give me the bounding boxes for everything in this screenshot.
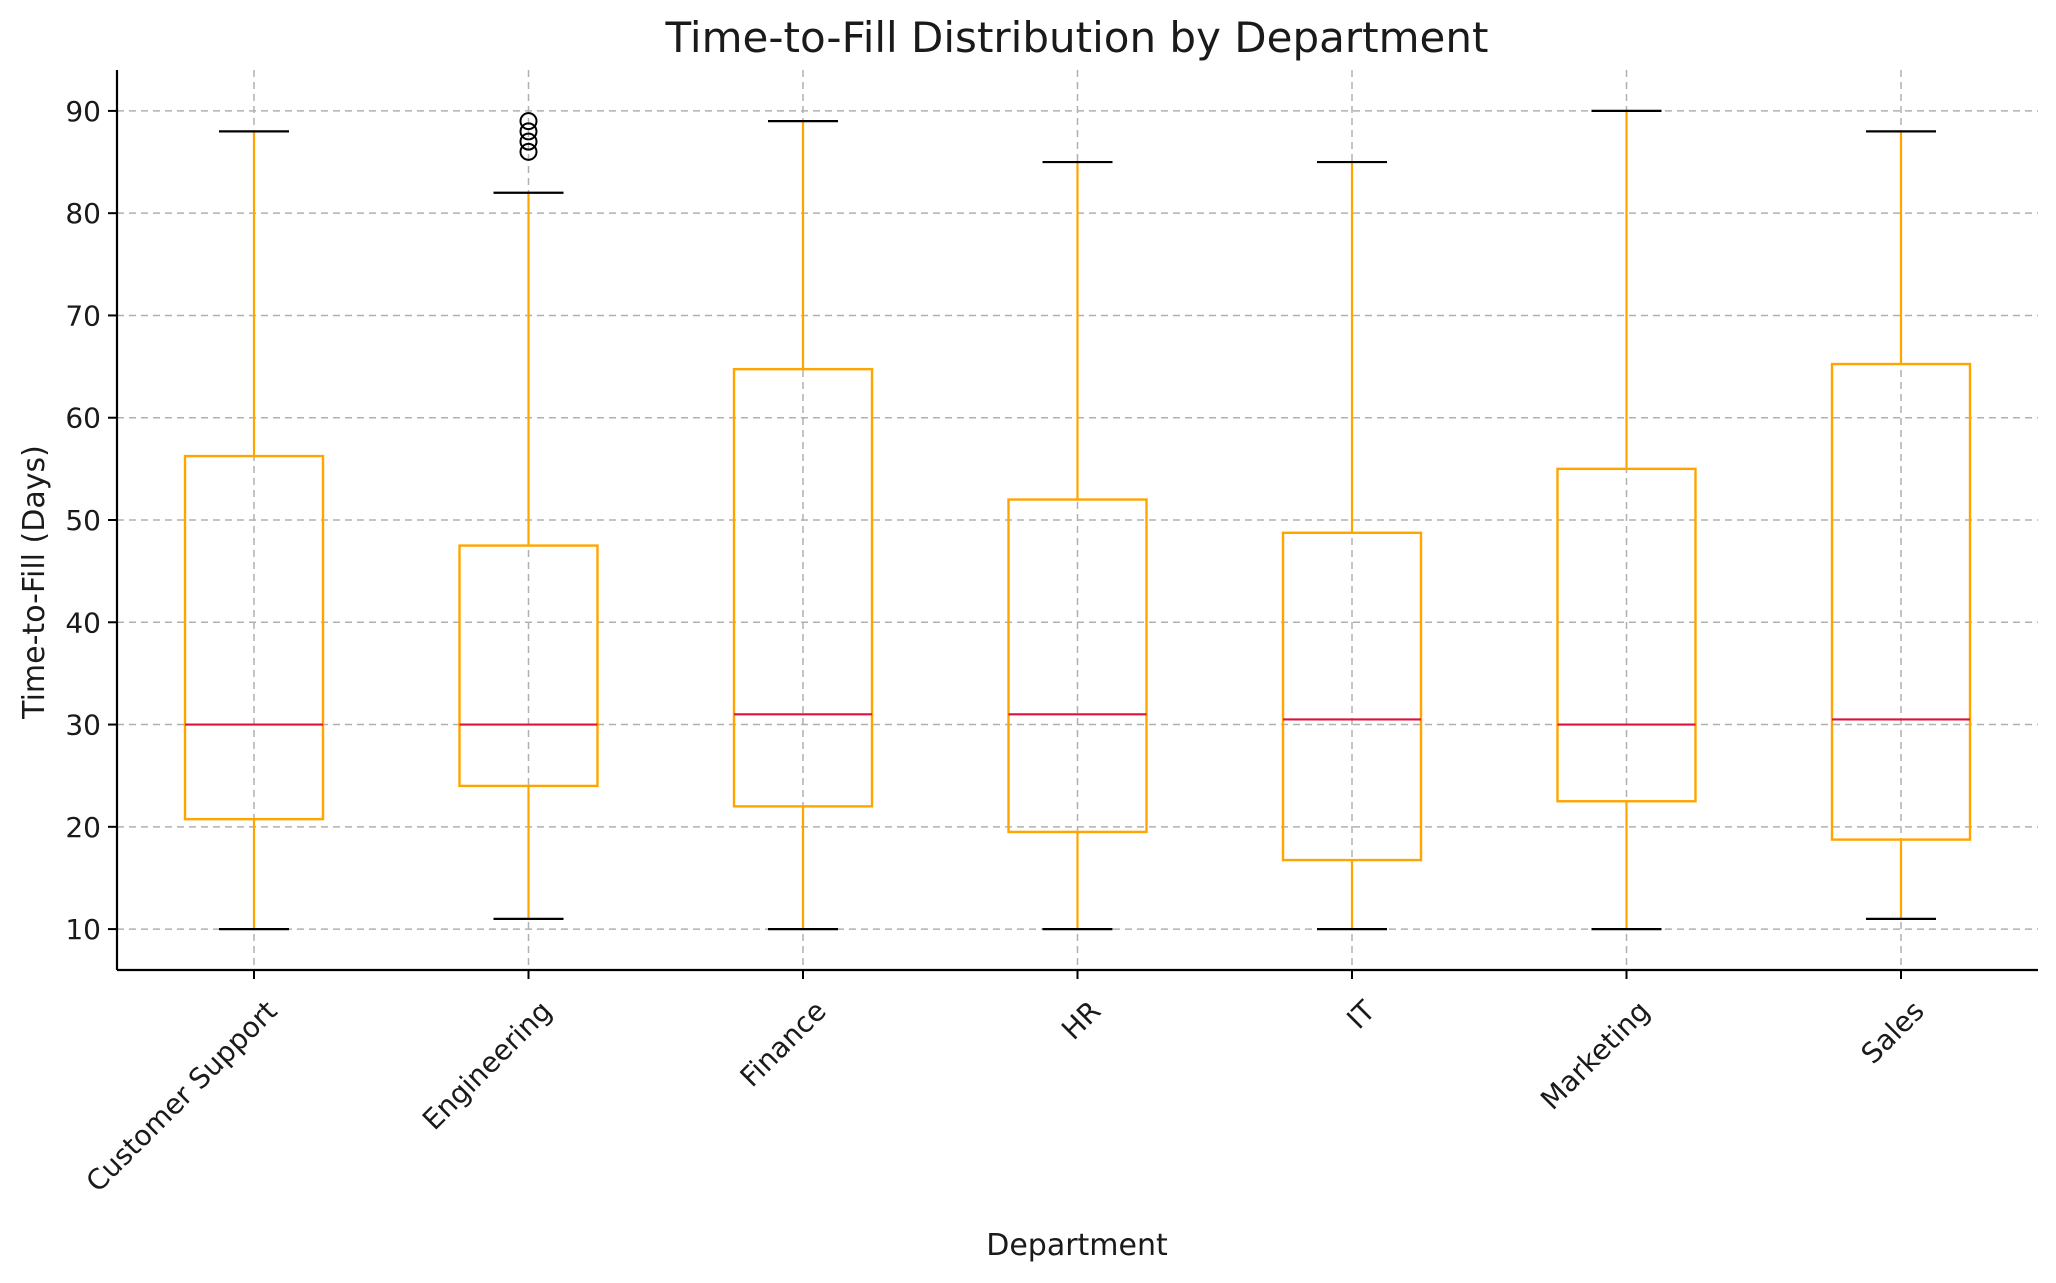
box-group <box>1556 109 1697 931</box>
box-group <box>1830 130 1972 920</box>
x-tick-label: Engineering <box>416 994 558 1136</box>
box-group <box>732 120 874 931</box>
outlier-point <box>519 132 538 151</box>
iqr-box <box>1007 498 1148 834</box>
x-axis-label: Department <box>986 1228 1168 1263</box>
x-tick-label: Customer Support <box>80 994 284 1198</box>
box-group <box>458 112 599 920</box>
iqr-box <box>183 454 325 821</box>
outlier-point <box>519 142 538 161</box>
box-group <box>1007 160 1148 931</box>
y-tick-label: 50 <box>65 504 101 537</box>
y-axis-label: Time-to-Fill (Days) <box>17 445 52 720</box>
y-tick-label: 70 <box>65 299 101 332</box>
box-group <box>183 130 325 931</box>
y-tick-label: 80 <box>65 197 101 230</box>
y-tick-label: 60 <box>65 402 101 435</box>
iqr-box <box>1281 531 1423 862</box>
axis-layer: 10 20 30 40 50 60 70 80 90 Customer Support Engine… <box>65 70 2038 1198</box>
iqr-box <box>1556 467 1697 803</box>
x-tick-label: Marketing <box>1534 994 1656 1116</box>
x-tick-label: Sales <box>1855 994 1931 1070</box>
iqr-box <box>732 367 874 808</box>
y-tick-label: 20 <box>65 811 101 844</box>
box-layer <box>183 109 1972 931</box>
y-tick-label: 10 <box>65 913 101 946</box>
outlier-point <box>519 112 538 131</box>
x-tick-label: IT <box>1340 994 1382 1036</box>
chart-title: Time-to-Fill Distribution by Department <box>665 13 1489 62</box>
y-tick-label: 30 <box>65 709 101 742</box>
iqr-box <box>1830 362 1972 841</box>
y-tick-label: 40 <box>65 606 101 639</box>
outlier-point <box>519 122 538 141</box>
y-tick-label: 90 <box>65 95 101 128</box>
box-group <box>1281 160 1423 931</box>
x-tick-label: Finance <box>734 994 833 1093</box>
iqr-box <box>458 544 599 788</box>
x-tick-label: HR <box>1055 994 1107 1046</box>
